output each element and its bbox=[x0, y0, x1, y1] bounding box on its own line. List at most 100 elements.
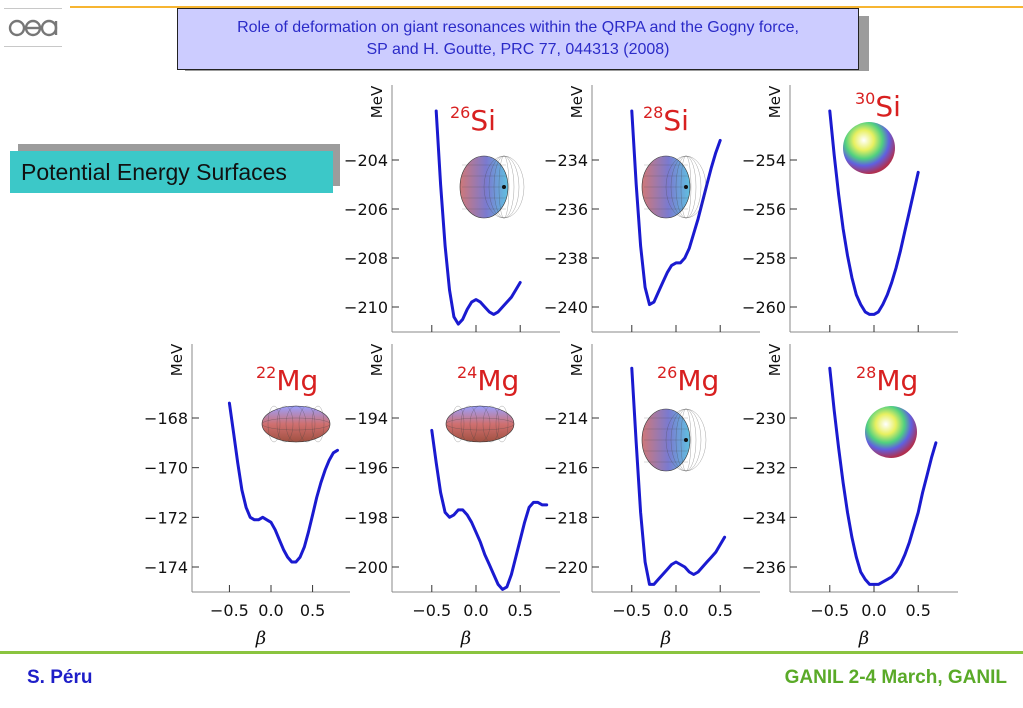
mass-number: 22 bbox=[256, 363, 276, 382]
prolate-meridian bbox=[460, 405, 478, 443]
x-tick-label: 0.5 bbox=[707, 601, 732, 620]
nucleus-label: 30Si bbox=[855, 89, 901, 123]
x-tick-label: −0.5 bbox=[810, 601, 849, 620]
section-label: Potential Energy Surfaces bbox=[10, 151, 333, 193]
y-tick-label: −214 bbox=[544, 409, 588, 428]
x-tick-label: −0.5 bbox=[612, 601, 651, 620]
element-symbol: Mg bbox=[276, 364, 318, 397]
bottom-rule bbox=[0, 651, 1023, 654]
nucleus-label: 24Mg bbox=[457, 363, 519, 397]
mass-number: 28 bbox=[643, 103, 663, 122]
pes-curve bbox=[630, 366, 727, 586]
reference-title-box: Role of deformation on giant resonances … bbox=[177, 8, 859, 70]
y-tick-label: −256 bbox=[742, 200, 786, 219]
x-tick-label: 0.0 bbox=[258, 601, 283, 620]
footer-event: GANIL 2-4 March, GANIL bbox=[784, 667, 1007, 688]
y-tick-label: −172 bbox=[144, 508, 188, 527]
mass-number: 24 bbox=[457, 363, 477, 382]
prolate-meridian bbox=[311, 405, 325, 443]
y-tick-label: −234 bbox=[742, 508, 786, 527]
y-axis-label: MeV bbox=[766, 343, 784, 376]
x-axis-label: β bbox=[255, 628, 266, 649]
y-tick-label: −260 bbox=[742, 298, 786, 317]
sphere-icon bbox=[843, 122, 895, 174]
chart-panel-30Si: −254 −256 −258 −260 MeV 30Si bbox=[742, 85, 958, 333]
element-symbol: Si bbox=[470, 104, 496, 137]
prolate-meridian bbox=[482, 405, 500, 443]
prolate-meridian bbox=[285, 405, 307, 443]
y-tick-label: −194 bbox=[344, 409, 388, 428]
prolate-parallel bbox=[445, 417, 515, 431]
y-tick-label: −200 bbox=[344, 558, 388, 577]
prolate-meridian bbox=[267, 405, 281, 443]
pes-curve bbox=[828, 366, 938, 586]
y-tick-label: −174 bbox=[144, 558, 188, 577]
y-axis-label: MeV bbox=[766, 85, 784, 118]
chart-panel-22Mg: −168 −170 −172 −174 MeV −0.5 0.0 0.5 β 22Mg bbox=[144, 343, 350, 649]
y-tick-label: −216 bbox=[544, 459, 588, 478]
oblate-pole bbox=[684, 185, 688, 189]
mass-number: 26 bbox=[450, 103, 470, 122]
prolate-meridian bbox=[451, 405, 465, 443]
logo-rule-bottom bbox=[4, 46, 62, 47]
chart-panel-26Mg: −214 −216 −218 −220 MeV −0.5 0.0 0.5 β 26Mg bbox=[544, 343, 760, 649]
y-tick-label: −198 bbox=[344, 508, 388, 527]
mass-number: 26 bbox=[657, 363, 677, 382]
y-tick-label: −236 bbox=[544, 200, 588, 219]
prolate-body bbox=[261, 405, 331, 443]
chart-panel-28Si: −234 −236 −238 −240 MeV 28Si bbox=[544, 85, 760, 333]
top-rule bbox=[70, 6, 1023, 8]
prolate-meridian bbox=[469, 405, 491, 443]
prolate-meridian bbox=[276, 405, 294, 443]
x-tick-label: 0.5 bbox=[300, 601, 325, 620]
x-tick-label: 0.0 bbox=[861, 601, 886, 620]
y-tick-label: −218 bbox=[544, 508, 588, 527]
nucleus-label: 28Mg bbox=[856, 363, 918, 397]
y-tick-label: −206 bbox=[344, 200, 388, 219]
x-tick-label: −0.5 bbox=[210, 601, 249, 620]
nucleus-label: 28Si bbox=[643, 103, 689, 137]
prolate-spheroid-icon bbox=[261, 405, 331, 443]
y-tick-label: −168 bbox=[144, 409, 188, 428]
sphere-body bbox=[865, 406, 917, 458]
x-tick-label: 0.0 bbox=[663, 601, 688, 620]
nucleus-label: 22Mg bbox=[256, 363, 318, 397]
prolate-meridian bbox=[495, 405, 509, 443]
x-axis-label: β bbox=[460, 628, 471, 649]
y-axis-label: MeV bbox=[568, 85, 586, 118]
y-tick-label: −254 bbox=[742, 151, 786, 170]
element-symbol: Si bbox=[663, 104, 689, 137]
y-tick-label: −210 bbox=[344, 298, 388, 317]
y-axis-label: MeV bbox=[368, 343, 386, 376]
y-tick-label: −234 bbox=[544, 151, 588, 170]
prolate-meridian bbox=[298, 405, 316, 443]
element-symbol: Mg bbox=[477, 364, 519, 397]
y-tick-label: −204 bbox=[344, 151, 388, 170]
pes-curve bbox=[434, 109, 522, 326]
y-tick-label: −258 bbox=[742, 249, 786, 268]
y-tick-label: −208 bbox=[344, 249, 388, 268]
y-tick-label: −232 bbox=[742, 459, 786, 478]
element-symbol: Mg bbox=[677, 364, 719, 397]
oblate-spheroid-icon bbox=[641, 155, 707, 219]
pes-curve bbox=[227, 401, 339, 564]
y-axis-label: MeV bbox=[368, 85, 386, 118]
sphere-icon bbox=[865, 406, 917, 458]
y-tick-label: −196 bbox=[344, 459, 388, 478]
element-symbol: Si bbox=[875, 90, 901, 123]
x-tick-label: −0.5 bbox=[412, 601, 451, 620]
x-axis-label: β bbox=[660, 628, 671, 649]
element-symbol: Mg bbox=[876, 364, 918, 397]
nucleus-label: 26Si bbox=[450, 103, 496, 137]
y-axis-label: MeV bbox=[168, 343, 186, 376]
logo-rule-top bbox=[4, 8, 62, 9]
oblate-spheroid-icon bbox=[459, 155, 525, 219]
x-tick-label: 0.0 bbox=[463, 601, 488, 620]
chart-panel-28Mg: −230 −232 −234 −236 MeV −0.5 0.0 0.5 β 28Mg bbox=[742, 343, 958, 649]
sphere-body bbox=[843, 122, 895, 174]
prolate-parallel bbox=[261, 417, 331, 431]
prolate-body bbox=[445, 405, 515, 443]
pes-curve bbox=[430, 428, 549, 591]
pes-curve bbox=[828, 109, 920, 316]
